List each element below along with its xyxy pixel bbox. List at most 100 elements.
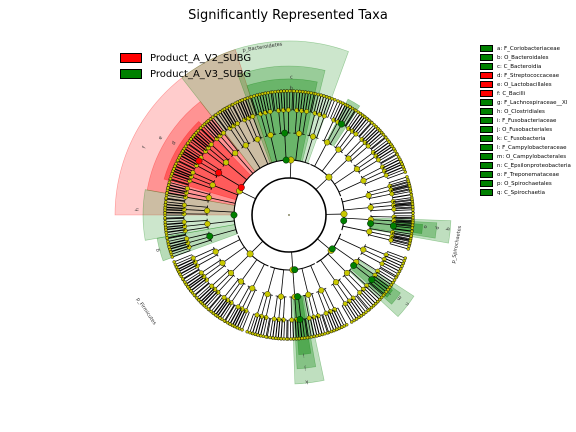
branch [167, 189, 187, 194]
branch [345, 302, 357, 320]
key-label: a: F_Coriobacteriaceae [497, 45, 560, 52]
branch [203, 291, 218, 306]
branch [392, 233, 412, 238]
clade-letter-c: c [290, 74, 293, 80]
branch [227, 107, 238, 125]
branch [284, 133, 287, 161]
phylum-label-firmicutes: p_Firmicutes [135, 297, 158, 327]
key-label: i: F_Fusobacteriaceae [497, 117, 557, 124]
taxon-node [181, 277, 185, 281]
branch [326, 121, 339, 143]
branch [170, 178, 189, 185]
branch [378, 269, 395, 281]
legend-label: Product_A_V3_SUBG [150, 68, 252, 80]
branch [270, 92, 275, 112]
taxon-node [411, 220, 415, 225]
branch [349, 113, 361, 130]
branch [165, 201, 185, 205]
taxon-node [409, 189, 413, 194]
taxon-node [282, 89, 286, 93]
branch [327, 99, 336, 118]
taxon-node [211, 311, 216, 316]
phylum-label-spirochaetes: p_Spirochaetes [451, 225, 464, 264]
taxon-node [205, 194, 212, 201]
taxon-node [359, 314, 364, 318]
branch [200, 157, 221, 171]
taxon-node [362, 115, 367, 119]
taxon-node [306, 90, 311, 95]
branch [301, 319, 305, 339]
branch [326, 312, 335, 331]
branch [324, 313, 332, 332]
key-label: f: C_Bacilli [497, 90, 526, 97]
branch [354, 118, 368, 134]
taxon-node [309, 133, 316, 140]
taxon-node [285, 107, 291, 113]
taxon-node [348, 105, 352, 109]
branch [332, 102, 341, 120]
branch [321, 149, 339, 172]
taxon-node [367, 118, 371, 123]
branch [392, 232, 412, 237]
branch [169, 243, 189, 250]
branch [216, 300, 229, 317]
branch [224, 108, 235, 126]
taxon-node [262, 110, 268, 116]
branch [241, 288, 253, 310]
branch [370, 201, 394, 205]
branch [192, 172, 215, 183]
branch [393, 202, 413, 206]
branch [362, 289, 376, 304]
branch [209, 229, 237, 238]
taxon-node [190, 255, 196, 261]
branch [393, 204, 413, 207]
taxon-node [271, 336, 275, 340]
branch [222, 110, 233, 127]
taxon-node [392, 147, 396, 151]
clade-letter-f: f [141, 145, 147, 149]
branch [166, 197, 186, 202]
branch [200, 127, 215, 142]
branch [335, 281, 350, 302]
branch [340, 133, 357, 153]
key-swatch [480, 99, 493, 106]
branch [345, 110, 357, 127]
taxon-node [333, 98, 337, 102]
taxon-node [379, 295, 384, 300]
branch [232, 104, 242, 122]
branch [372, 277, 389, 290]
branch [390, 241, 410, 247]
branch [266, 318, 271, 338]
taxon-node [383, 172, 389, 178]
branch [329, 311, 338, 330]
branch [334, 103, 344, 121]
branch [295, 133, 300, 161]
clade-letter-k: k [305, 378, 309, 384]
taxon-node [163, 203, 168, 207]
taxon-node [354, 317, 359, 321]
branch [362, 126, 377, 141]
taxa-key-item: o: F_Treponemataceae [480, 170, 571, 179]
taxon-node [165, 236, 169, 240]
taxon-node [245, 330, 249, 334]
branch [382, 262, 400, 272]
branch [261, 294, 268, 317]
taxon-node [322, 94, 326, 98]
taxon-node [316, 92, 320, 97]
branch [187, 188, 210, 195]
branch [260, 113, 268, 137]
taxa-key-item: q: C_Spirochaetia [480, 188, 571, 197]
branch [240, 100, 249, 119]
branch [229, 307, 240, 325]
key-label: h: O_Clostridiales [497, 108, 545, 115]
branch [386, 169, 405, 177]
taxon-node [375, 157, 381, 163]
branch [298, 110, 303, 134]
legend-label: Product_A_V2_SUBG [150, 52, 252, 64]
branch [264, 112, 271, 136]
taxon-node [350, 106, 355, 111]
branch [165, 209, 185, 212]
taxon-node [300, 336, 304, 341]
branch [194, 282, 210, 296]
branch [252, 315, 259, 334]
